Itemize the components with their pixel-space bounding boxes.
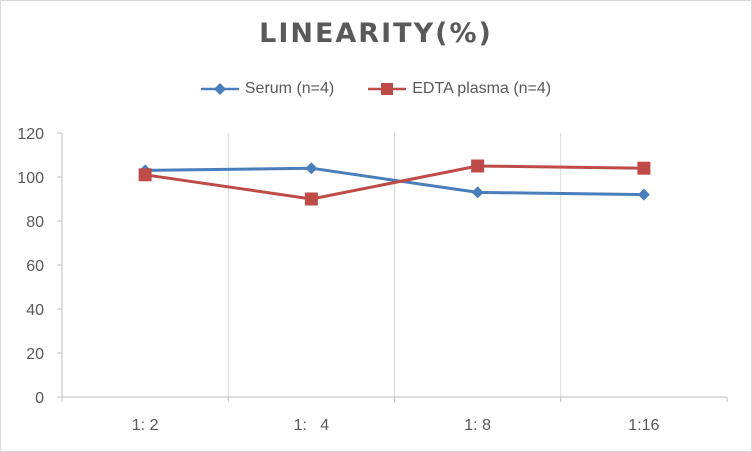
x-tick-label: 1: 4 <box>294 417 330 434</box>
data-point-square <box>304 192 318 206</box>
y-tick-label: 120 <box>17 126 44 143</box>
data-point-diamond <box>471 186 484 199</box>
x-tick-label: 1: 2 <box>132 417 159 434</box>
legend-item-edta-plasma: EDTA plasma (n=4) <box>368 80 551 98</box>
y-tick-label: 60 <box>26 258 44 275</box>
y-tick-label: 20 <box>26 346 44 363</box>
series-line-1 <box>144 164 644 201</box>
x-tick-label: 1: 8 <box>464 417 491 434</box>
chart-title: LINEARITY(%) <box>259 18 493 49</box>
data-point-diamond <box>637 188 650 201</box>
data-point-diamond <box>305 162 318 175</box>
legend-label-serum: Serum (n=4) <box>244 80 335 97</box>
legend: Serum (n=4) EDTA plasma (n=4) <box>0 80 752 98</box>
y-tick-label: 100 <box>17 170 44 187</box>
y-tick-label: 40 <box>26 302 44 319</box>
y-tick-label: 80 <box>26 214 44 231</box>
legend-item-serum: Serum (n=4) <box>200 80 335 98</box>
square-marker-icon <box>368 83 407 95</box>
diamond-marker-icon <box>200 83 239 95</box>
y-tick-label: 0 <box>35 390 44 407</box>
x-tick-label: 1:16 <box>628 417 659 434</box>
data-point-square <box>637 161 651 175</box>
series-line-0 <box>145 166 644 197</box>
legend-label-edta-plasma: EDTA plasma (n=4) <box>412 80 552 97</box>
data-point-square <box>471 159 485 173</box>
data-point-square <box>138 168 152 182</box>
